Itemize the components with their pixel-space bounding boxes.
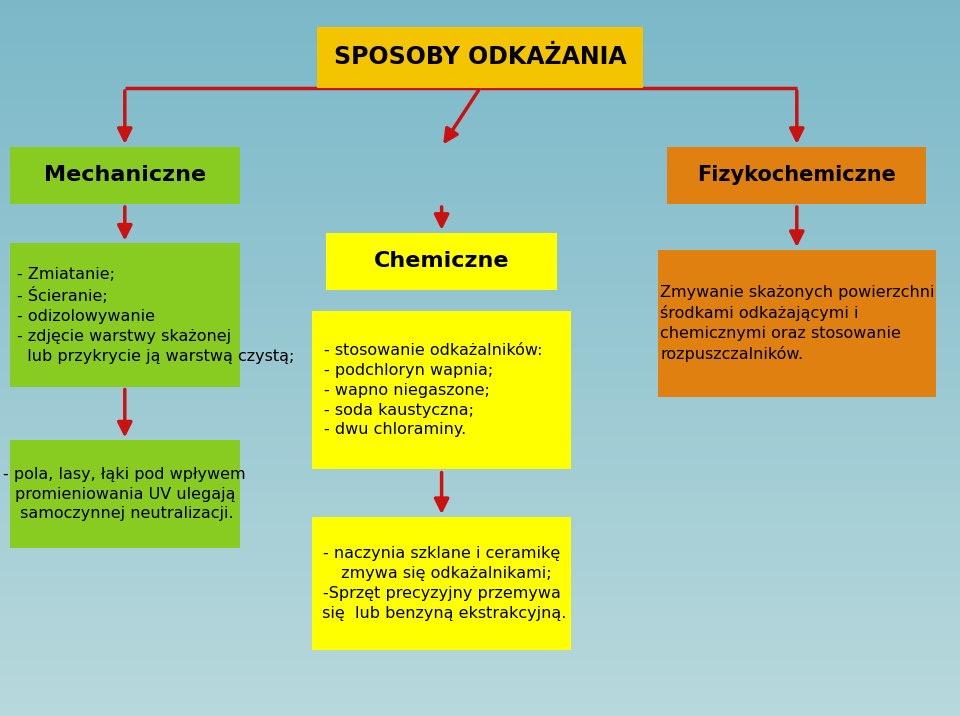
FancyBboxPatch shape (10, 440, 240, 548)
FancyBboxPatch shape (658, 250, 936, 397)
FancyBboxPatch shape (10, 243, 240, 387)
Text: Chemiczne: Chemiczne (373, 251, 510, 271)
Text: - stosowanie odkażalników:
- podchloryn wapnia;
- wapno niegaszone;
- soda kaust: - stosowanie odkażalników: - podchloryn … (324, 343, 542, 437)
FancyBboxPatch shape (667, 147, 926, 204)
Text: Mechaniczne: Mechaniczne (44, 165, 205, 185)
Text: SPOSOBY ODKAŻANIA: SPOSOBY ODKAŻANIA (334, 45, 626, 69)
FancyBboxPatch shape (317, 26, 643, 87)
Text: - pola, lasy, łąki pod wpływem
promieniowania UV ulegają
 samoczynnej neutraliza: - pola, lasy, łąki pod wpływem promienio… (4, 467, 246, 521)
Text: - naczynia szklane i ceramikę
  zmywa się odkażalnikami;
-Sprzęt precyzyjny prze: - naczynia szklane i ceramikę zmywa się … (317, 546, 566, 621)
Text: Zmywanie skażonych powierzchni
środkami odkażającymi i
chemicznymi oraz stosowan: Zmywanie skażonych powierzchni środkami … (660, 285, 935, 362)
FancyBboxPatch shape (326, 233, 557, 290)
Text: Fizykochemiczne: Fizykochemiczne (697, 165, 897, 185)
Text: - Zmiatanie;
- Ścieranie;
- odizolowywanie
- zdjęcie warstwy skażonej
  lub przy: - Zmiatanie; - Ścieranie; - odizolowywan… (17, 266, 295, 364)
FancyBboxPatch shape (312, 311, 571, 469)
FancyBboxPatch shape (10, 147, 240, 204)
FancyBboxPatch shape (312, 517, 571, 650)
